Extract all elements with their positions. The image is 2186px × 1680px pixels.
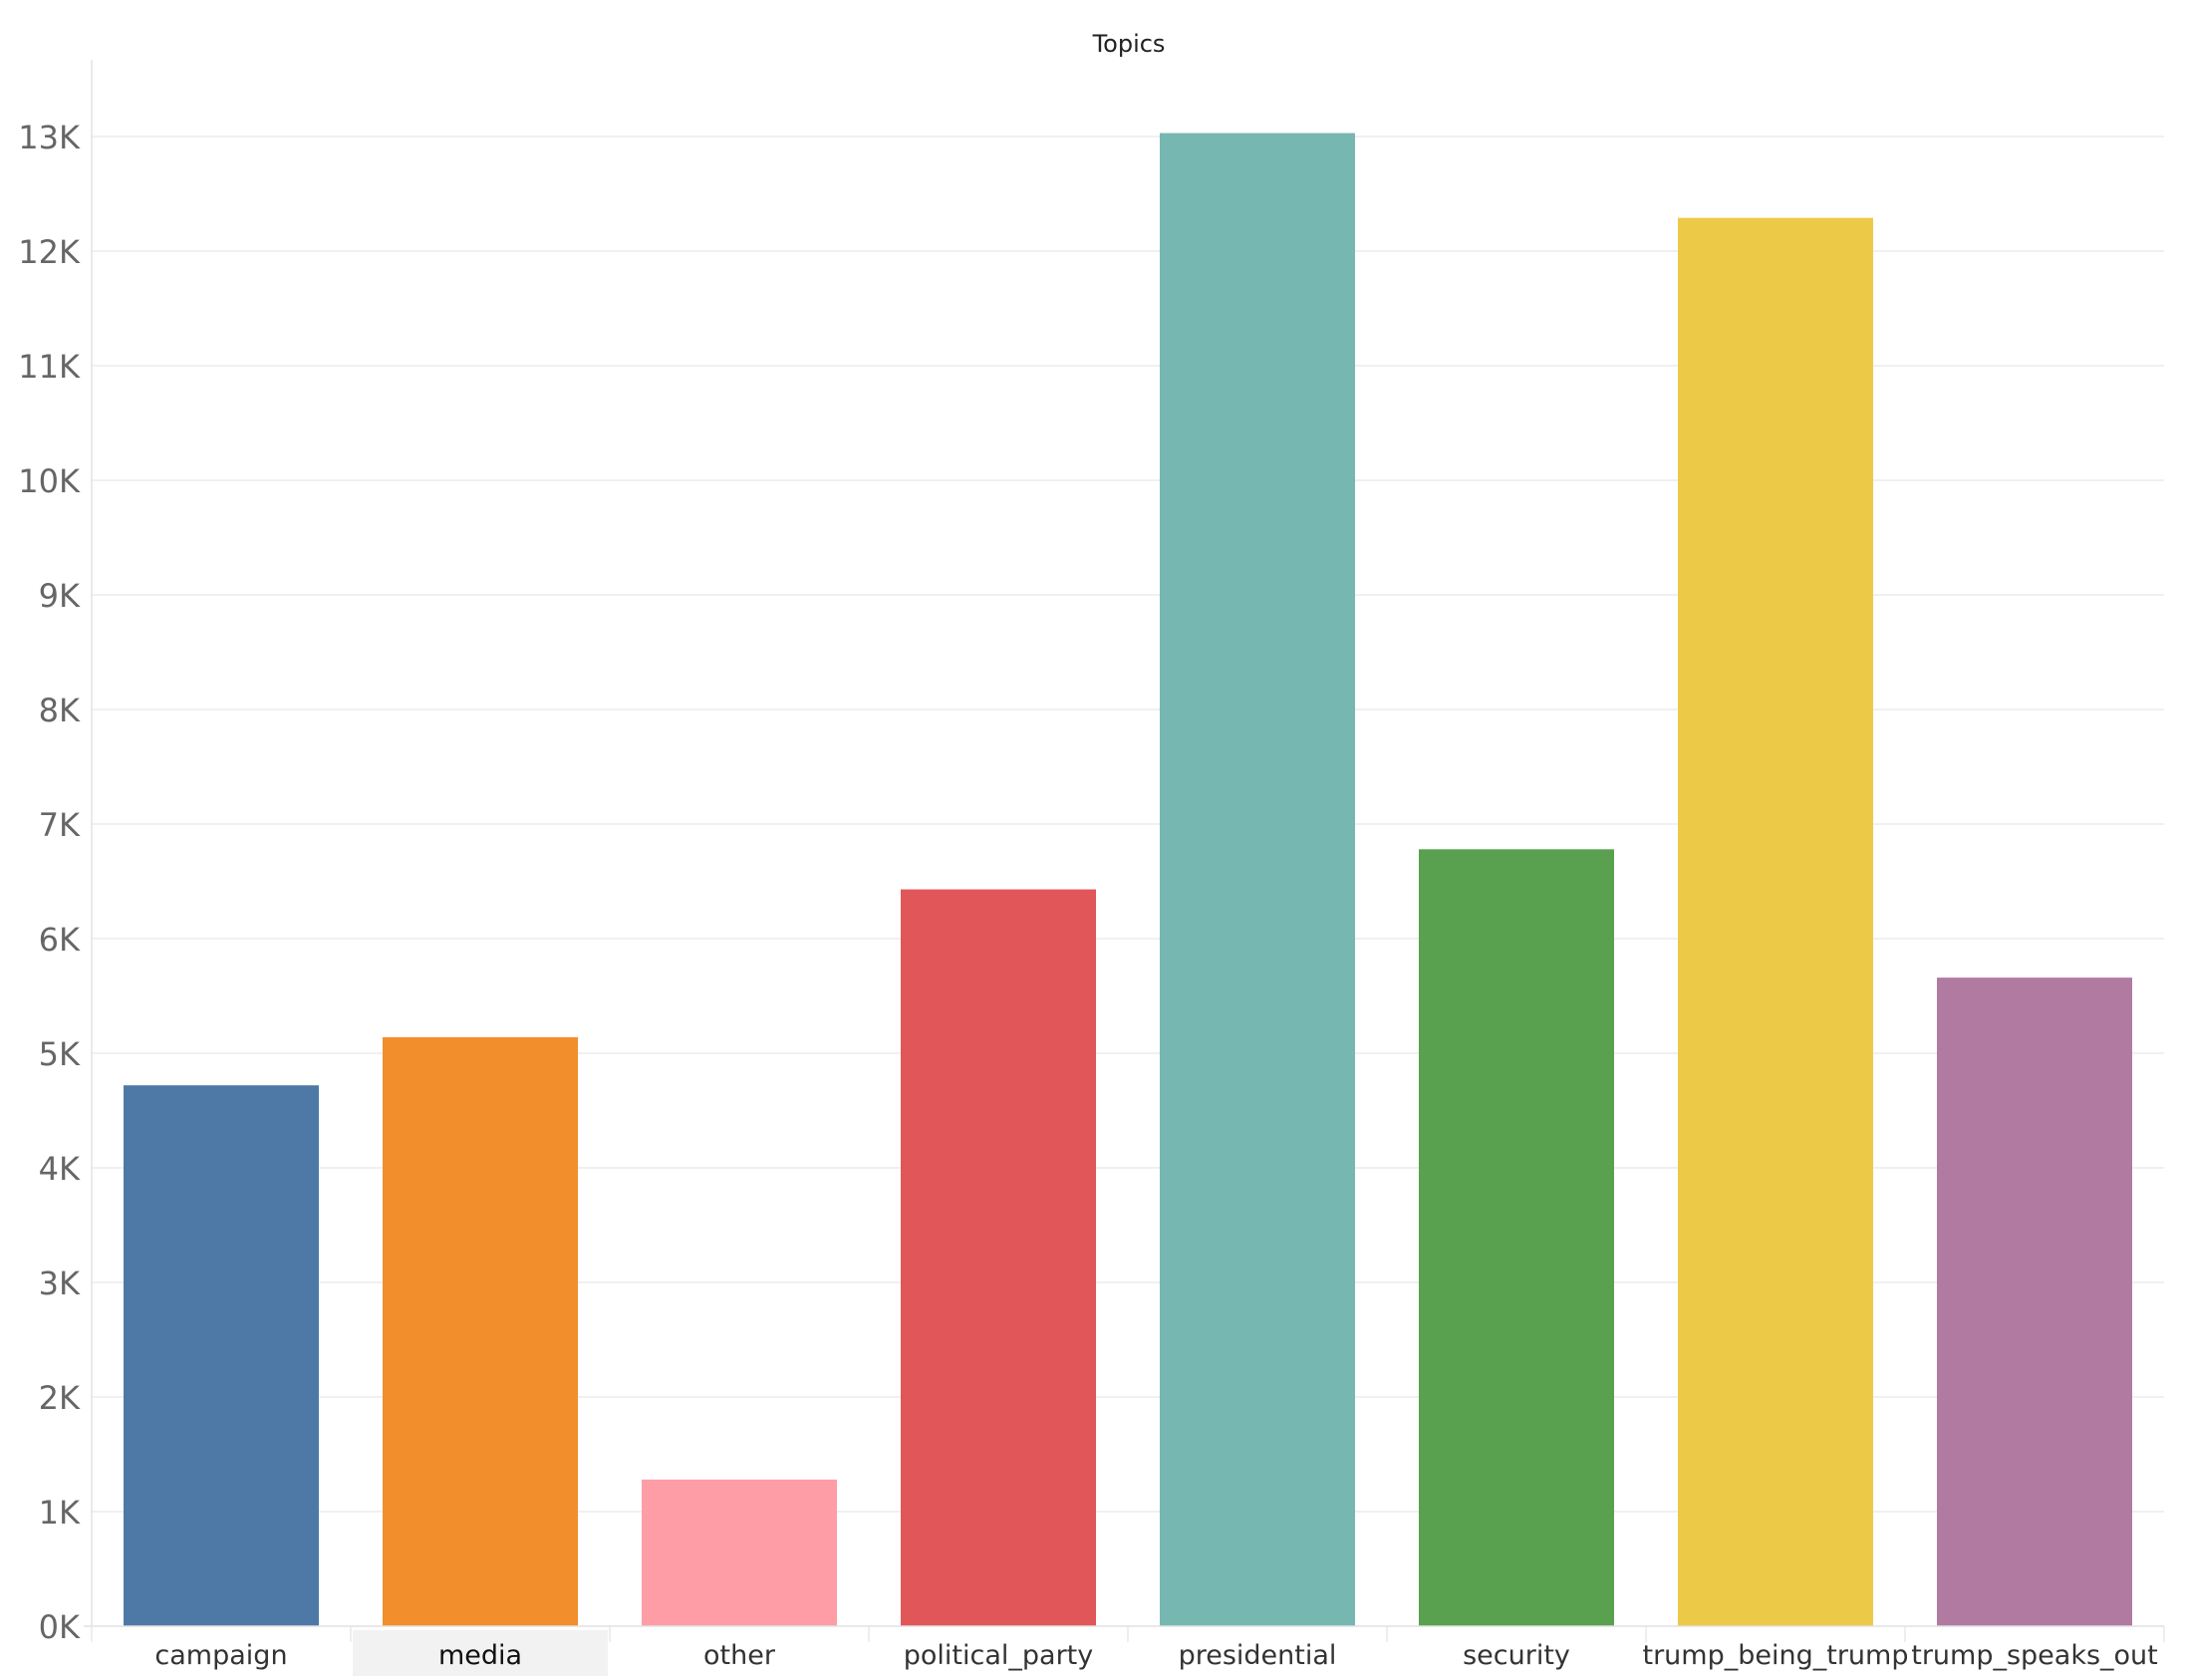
y-tick-label-7k: 7K — [39, 806, 81, 844]
y-axis-ticks: 0K 1K 2K 3K 4K 5K 6K 7K 8K 9K 10K 11K 12K 13K — [18, 119, 81, 1646]
bar-trump-speaks-out[interactable] — [1937, 978, 2132, 1626]
category-dividers — [91, 1626, 2165, 1642]
bar-media[interactable] — [383, 1036, 578, 1626]
y-tick-label-9k: 9K — [39, 577, 81, 615]
x-tick-label-presidential[interactable]: presidential — [1179, 1640, 1337, 1671]
y-tick-label-13k: 13K — [18, 119, 81, 156]
x-tick-label-trump-speaks-out[interactable]: trump_speaks_out — [1911, 1640, 2158, 1671]
highlight-layer — [353, 1630, 608, 1676]
y-tick-label-11k: 11K — [18, 348, 81, 386]
bar-presidential[interactable] — [1160, 133, 1355, 1626]
y-tick-label-3k: 3K — [39, 1264, 81, 1302]
y-tick-label-4k: 4K — [39, 1150, 81, 1188]
chart-title: Topics — [1092, 30, 1166, 58]
y-tick-label-6k: 6K — [39, 921, 81, 959]
x-tick-label-campaign[interactable]: campaign — [154, 1640, 287, 1671]
bar-security[interactable] — [1419, 849, 1614, 1626]
y-tick-label-8k: 8K — [39, 692, 81, 729]
x-axis-ticks: campaign media other political_party preside… — [154, 1640, 2157, 1671]
bar-campaign[interactable] — [124, 1085, 319, 1626]
bar-trump-being-trump[interactable] — [1678, 217, 1873, 1626]
y-tick-label-0k: 0K — [39, 1608, 81, 1646]
x-tick-label-political-party[interactable]: political_party — [904, 1640, 1094, 1671]
y-tick-label-5k: 5K — [39, 1035, 81, 1073]
x-label-highlight-media — [353, 1630, 608, 1676]
y-tick-label-12k: 12K — [18, 233, 81, 271]
y-tick-label-1k: 1K — [39, 1494, 81, 1532]
bar-political-party[interactable] — [901, 889, 1096, 1626]
bar-other[interactable] — [642, 1479, 837, 1626]
y-tick-label-2k: 2K — [39, 1379, 81, 1417]
x-tick-label-trump-being-trump[interactable]: trump_being_trump — [1643, 1640, 1909, 1671]
y-tick-label-10k: 10K — [18, 462, 81, 500]
x-tick-label-media[interactable]: media — [438, 1640, 522, 1671]
bars — [124, 133, 2132, 1626]
x-tick-label-security[interactable]: security — [1463, 1640, 1570, 1671]
x-tick-label-other[interactable]: other — [703, 1640, 776, 1671]
